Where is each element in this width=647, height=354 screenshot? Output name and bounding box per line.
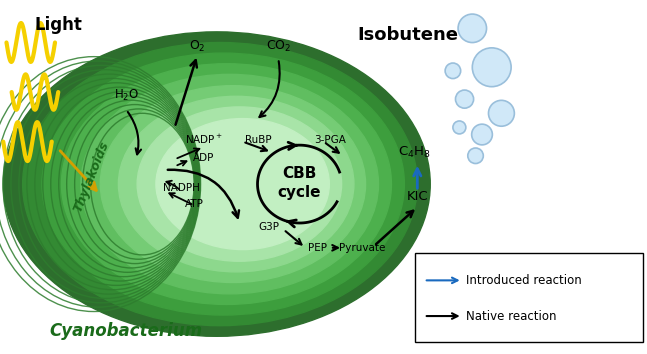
Circle shape: [458, 14, 487, 42]
Ellipse shape: [100, 86, 366, 282]
Circle shape: [468, 148, 483, 164]
Ellipse shape: [81, 74, 378, 294]
Text: cycle: cycle: [278, 185, 322, 200]
Text: G3P: G3P: [258, 222, 279, 232]
Circle shape: [472, 124, 492, 145]
Circle shape: [472, 48, 511, 87]
Text: Thylakoids: Thylakoids: [72, 139, 112, 215]
Text: Native reaction: Native reaction: [466, 309, 556, 322]
Text: CBB: CBB: [282, 166, 317, 181]
Text: ADP: ADP: [193, 153, 215, 162]
Text: O$_2$: O$_2$: [189, 39, 206, 53]
Text: KIC: KIC: [406, 190, 428, 203]
FancyBboxPatch shape: [415, 253, 642, 342]
Ellipse shape: [23, 42, 417, 326]
Text: H$_2$O: H$_2$O: [114, 88, 138, 103]
Ellipse shape: [3, 32, 430, 336]
Circle shape: [488, 100, 514, 126]
Text: Cyanobacterium: Cyanobacterium: [50, 322, 203, 340]
Text: Pyruvate: Pyruvate: [339, 243, 386, 253]
Text: C$_4$H$_8$: C$_4$H$_8$: [398, 145, 430, 160]
Text: Introduced reaction: Introduced reaction: [466, 274, 582, 287]
Circle shape: [455, 90, 474, 108]
Ellipse shape: [118, 96, 354, 272]
Ellipse shape: [137, 107, 342, 261]
Circle shape: [453, 121, 466, 134]
Ellipse shape: [61, 64, 391, 304]
Ellipse shape: [156, 119, 329, 250]
Circle shape: [445, 63, 461, 79]
Text: 3-PGA: 3-PGA: [314, 135, 346, 145]
Ellipse shape: [42, 53, 404, 315]
Text: Light: Light: [34, 16, 82, 34]
Text: PEP: PEP: [307, 243, 327, 253]
Text: RuBP: RuBP: [245, 135, 272, 145]
Text: NADPH: NADPH: [163, 183, 199, 193]
Text: Isobutene: Isobutene: [357, 27, 458, 44]
Text: CO$_2$: CO$_2$: [265, 39, 291, 53]
Text: ATP: ATP: [184, 199, 204, 209]
Text: NADP$^+$: NADP$^+$: [185, 133, 223, 147]
